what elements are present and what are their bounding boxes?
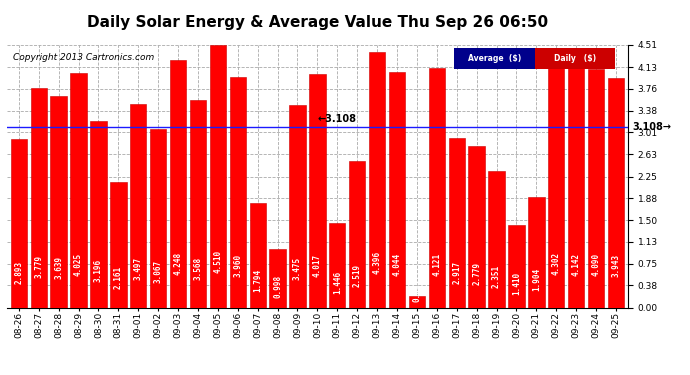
Text: 4.248: 4.248 <box>174 252 183 275</box>
Bar <box>150 129 166 308</box>
Text: 2.893: 2.893 <box>14 261 23 284</box>
Text: 1.446: 1.446 <box>333 272 342 294</box>
Bar <box>269 249 286 308</box>
Text: 3.639: 3.639 <box>54 256 63 279</box>
Bar <box>190 100 206 308</box>
Bar <box>289 105 306 308</box>
Bar <box>110 182 126 308</box>
Bar <box>448 138 465 308</box>
Bar <box>588 69 604 308</box>
Text: 4.302: 4.302 <box>552 251 561 274</box>
Bar <box>509 225 524 308</box>
Text: 4.142: 4.142 <box>571 252 581 276</box>
Text: 2.519: 2.519 <box>353 264 362 287</box>
Bar <box>130 104 146 308</box>
Text: Average  ($): Average ($) <box>468 54 521 63</box>
Bar <box>329 224 346 308</box>
Bar <box>90 122 107 308</box>
Text: 1.794: 1.794 <box>253 269 262 292</box>
Text: 4.121: 4.121 <box>433 253 442 276</box>
Bar <box>568 66 584 308</box>
Text: 2.917: 2.917 <box>452 261 461 284</box>
Text: 3.943: 3.943 <box>611 254 620 277</box>
Text: 2.161: 2.161 <box>114 266 123 290</box>
Bar <box>489 171 504 308</box>
Bar <box>309 74 326 308</box>
Text: 3.568: 3.568 <box>193 256 202 280</box>
Bar <box>389 72 405 308</box>
Text: Daily   ($): Daily ($) <box>554 54 596 63</box>
Text: Daily Solar Energy & Average Value Thu Sep 26 06:50: Daily Solar Energy & Average Value Thu S… <box>87 15 548 30</box>
Text: ←3.108: ←3.108 <box>317 114 357 124</box>
Bar <box>70 73 87 308</box>
Text: 3.196: 3.196 <box>94 259 103 282</box>
Text: 4.510: 4.510 <box>213 250 222 273</box>
Text: 2.779: 2.779 <box>472 262 481 285</box>
Text: 3.960: 3.960 <box>233 254 242 277</box>
Text: 3.497: 3.497 <box>134 257 143 280</box>
Bar <box>469 146 485 308</box>
Text: 4.025: 4.025 <box>74 254 83 276</box>
Text: 2.351: 2.351 <box>492 265 501 288</box>
Text: 3.108→: 3.108→ <box>632 122 671 132</box>
Bar <box>170 60 186 308</box>
FancyBboxPatch shape <box>454 48 535 69</box>
Bar <box>50 96 67 308</box>
Bar <box>250 203 266 308</box>
Text: 4.396: 4.396 <box>373 251 382 274</box>
FancyBboxPatch shape <box>535 48 615 69</box>
Text: 4.090: 4.090 <box>591 253 600 276</box>
Bar <box>408 296 425 307</box>
Text: 1.410: 1.410 <box>512 272 521 295</box>
Text: 4.017: 4.017 <box>313 254 322 276</box>
Bar <box>608 78 624 308</box>
Text: 3.067: 3.067 <box>154 260 163 283</box>
Bar <box>369 52 385 308</box>
Bar <box>548 57 564 308</box>
Text: 0.998: 0.998 <box>273 274 282 298</box>
Text: Copyright 2013 Cartronics.com: Copyright 2013 Cartronics.com <box>13 53 155 62</box>
Text: 0.203: 0.203 <box>413 279 422 302</box>
Bar <box>30 87 47 308</box>
Bar <box>528 196 544 308</box>
Text: 3.475: 3.475 <box>293 257 302 280</box>
Text: 4.044: 4.044 <box>393 253 402 276</box>
Bar <box>349 161 366 308</box>
Text: 1.904: 1.904 <box>532 268 541 291</box>
Bar <box>210 45 226 308</box>
Bar <box>230 77 246 308</box>
Bar <box>10 139 27 308</box>
Text: 3.779: 3.779 <box>34 255 43 278</box>
Bar <box>428 68 445 308</box>
